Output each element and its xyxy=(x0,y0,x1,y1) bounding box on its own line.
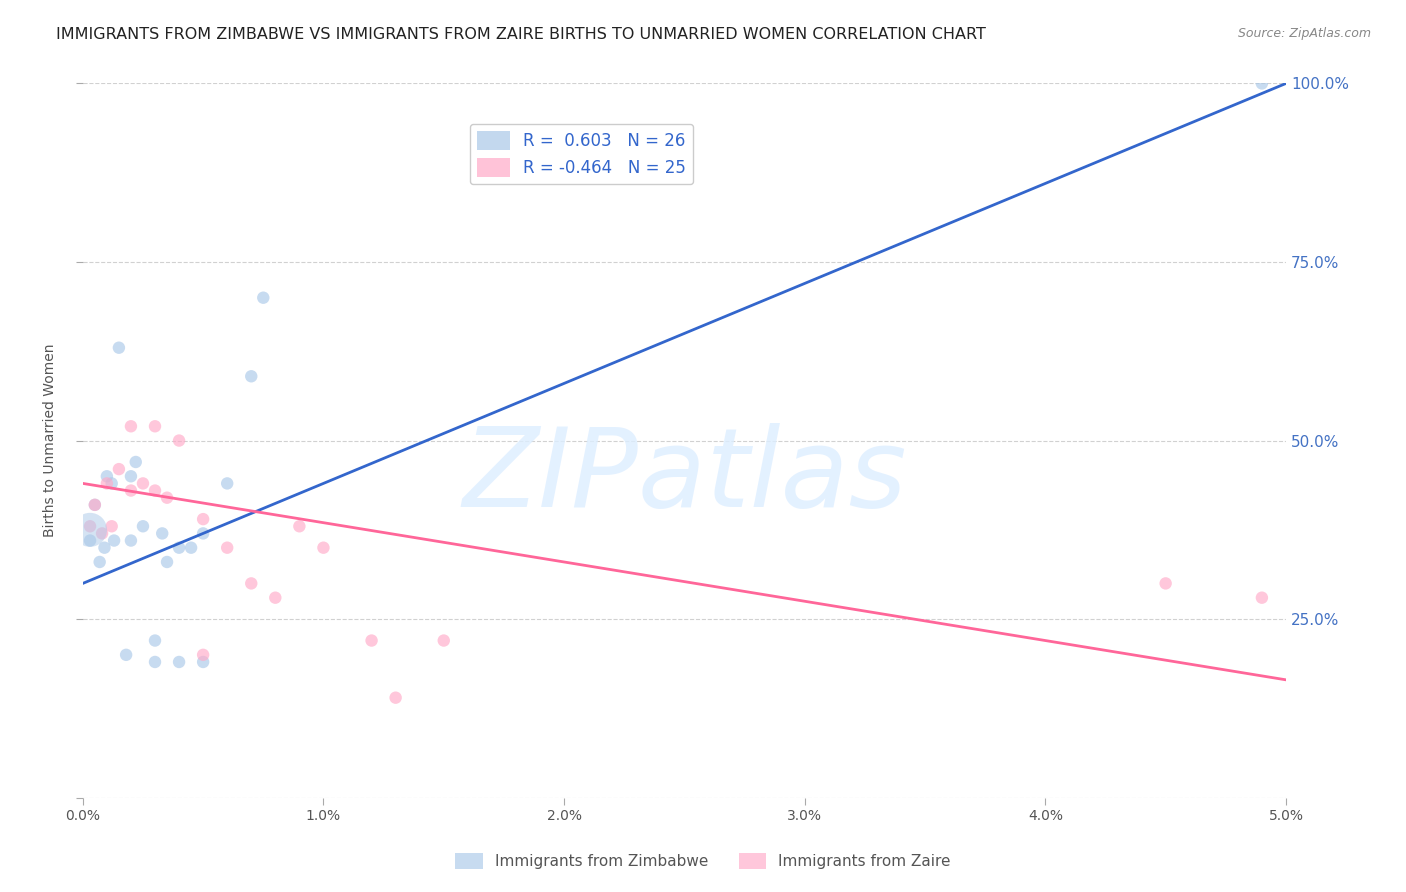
Point xyxy=(312,541,335,555)
Point xyxy=(1251,77,1274,91)
Point xyxy=(288,519,311,533)
Point xyxy=(180,541,202,555)
Point xyxy=(191,655,214,669)
Point xyxy=(433,633,456,648)
Point xyxy=(132,519,155,533)
Point xyxy=(93,541,115,555)
Point xyxy=(167,655,190,669)
Point xyxy=(143,655,166,669)
Point xyxy=(240,576,263,591)
Point xyxy=(167,434,190,448)
Point xyxy=(100,519,122,533)
Point xyxy=(191,512,214,526)
Point xyxy=(120,419,142,434)
Point xyxy=(191,648,214,662)
Point xyxy=(125,455,148,469)
Point xyxy=(156,491,179,505)
Point xyxy=(91,526,114,541)
Point xyxy=(217,541,239,555)
Point xyxy=(156,555,179,569)
Point xyxy=(252,291,274,305)
Point xyxy=(360,633,382,648)
Point xyxy=(1251,591,1274,605)
Point xyxy=(240,369,263,384)
Point xyxy=(167,541,190,555)
Point xyxy=(79,523,101,537)
Legend: R =  0.603   N = 26, R = -0.464   N = 25: R = 0.603 N = 26, R = -0.464 N = 25 xyxy=(470,124,693,184)
Text: Source: ZipAtlas.com: Source: ZipAtlas.com xyxy=(1237,27,1371,40)
Text: IMMIGRANTS FROM ZIMBABWE VS IMMIGRANTS FROM ZAIRE BIRTHS TO UNMARRIED WOMEN CORR: IMMIGRANTS FROM ZIMBABWE VS IMMIGRANTS F… xyxy=(56,27,986,42)
Point xyxy=(108,462,131,476)
Point xyxy=(115,648,138,662)
Point xyxy=(143,633,166,648)
Point xyxy=(83,498,105,512)
Point xyxy=(79,519,101,533)
Point xyxy=(143,419,166,434)
Point xyxy=(150,526,173,541)
Point xyxy=(191,526,214,541)
Point xyxy=(1154,576,1177,591)
Point xyxy=(217,476,239,491)
Point xyxy=(100,476,122,491)
Point xyxy=(120,533,142,548)
Point xyxy=(132,476,155,491)
Point xyxy=(264,591,287,605)
Point xyxy=(143,483,166,498)
Y-axis label: Births to Unmarried Women: Births to Unmarried Women xyxy=(44,343,58,537)
Point xyxy=(79,533,101,548)
Point xyxy=(83,498,105,512)
Legend: Immigrants from Zimbabwe, Immigrants from Zaire: Immigrants from Zimbabwe, Immigrants fro… xyxy=(449,847,957,875)
Point xyxy=(96,469,118,483)
Text: ZIPatlas: ZIPatlas xyxy=(463,423,907,530)
Point xyxy=(120,483,142,498)
Point xyxy=(96,476,118,491)
Point xyxy=(384,690,406,705)
Point xyxy=(108,341,131,355)
Point xyxy=(89,555,111,569)
Point xyxy=(120,469,142,483)
Point xyxy=(103,533,125,548)
